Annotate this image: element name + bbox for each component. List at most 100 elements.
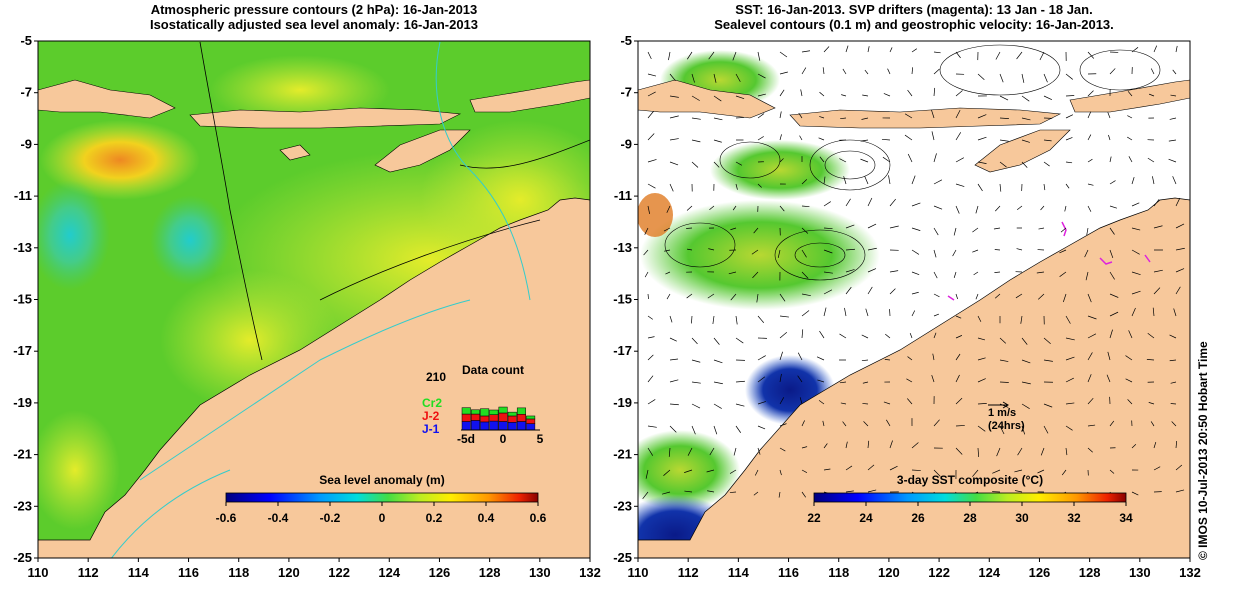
imos-credit: © IMOS 10-Jul-2013 20:50 Hobart Time <box>1196 341 1210 560</box>
velocity-arrow <box>799 135 803 141</box>
velocity-arrow <box>779 423 787 427</box>
left-lat-tick-label: -21 <box>13 447 32 462</box>
velocity-arrow <box>735 95 745 100</box>
velocity-arrow <box>842 68 847 75</box>
velocity-arrow <box>1109 180 1116 185</box>
velocity-arrow <box>889 288 896 295</box>
velocity-arrow <box>1061 469 1067 476</box>
velocity-arrow <box>647 293 649 300</box>
right-lat-tick-label: -19 <box>613 395 632 410</box>
velocity-arrow <box>1087 315 1097 320</box>
velocity-arrow <box>1065 315 1071 324</box>
velocity-arrow <box>801 205 810 208</box>
velocity-arrow <box>757 73 766 79</box>
velocity-arrow <box>1059 249 1067 254</box>
left-cbar-tick-label: 0.6 <box>530 511 547 525</box>
velocity-arrow <box>669 73 676 81</box>
velocity-arrow <box>823 443 828 449</box>
velocity-arrow <box>1146 359 1155 361</box>
velocity-arrow <box>1131 249 1140 255</box>
velocity-arrow <box>735 380 745 383</box>
velocity-arrow <box>955 397 963 405</box>
velocity-arrow <box>1016 51 1023 60</box>
velocity-arrow <box>931 375 935 383</box>
velocity-arrow <box>1087 158 1093 163</box>
velocity-arrow <box>647 399 656 405</box>
velocity-arrow <box>709 447 715 456</box>
velocity-arrow <box>735 183 738 190</box>
velocity-arrow <box>708 51 715 60</box>
velocity-arrow <box>777 249 781 258</box>
velocity-arrow <box>1059 271 1067 277</box>
velocity-arrow <box>691 161 699 168</box>
velocity-arrow <box>972 469 979 477</box>
velocity-arrow <box>953 227 957 236</box>
velocity-arrow <box>1109 329 1113 339</box>
velocity-arrow <box>1087 51 1095 59</box>
velocity-arrow <box>1175 464 1183 471</box>
velocity-arrow <box>907 153 913 163</box>
velocity-arrow <box>911 249 920 255</box>
left-lat-tick-label: -9 <box>20 136 32 151</box>
velocity-arrow <box>647 159 657 163</box>
velocity-arrow <box>1043 73 1048 83</box>
right-lat-tick-label: -11 <box>614 188 632 203</box>
land-wetar-babar-r <box>1069 79 1190 113</box>
data-count-bar-cr2 <box>516 407 526 415</box>
velocity-arrow <box>823 227 833 230</box>
right-cbar-tick-label: 30 <box>1015 511 1029 525</box>
velocity-arrow <box>713 425 718 435</box>
velocity-arrow <box>669 161 679 166</box>
velocity-arrow <box>933 68 940 75</box>
land-australia <box>38 197 590 558</box>
velocity-arrow <box>1109 249 1114 259</box>
bathy-contour-3 <box>110 469 231 558</box>
velocity-arrow <box>992 469 1001 474</box>
velocity-arrow <box>861 117 869 120</box>
svp-drifters <box>947 221 1151 301</box>
velocity-arrow <box>864 175 869 185</box>
right-lon-tick-label: 124 <box>978 565 1000 580</box>
velocity-arrow <box>779 71 788 75</box>
data-count-bars <box>461 406 536 431</box>
velocity-arrow <box>977 402 987 405</box>
velocity-arrow <box>862 403 869 405</box>
right-lat-tick-label: -15 <box>613 292 632 307</box>
velocity-arrow <box>955 293 958 300</box>
velocity-arrow <box>1016 205 1023 211</box>
velocity-arrow <box>665 271 671 275</box>
velocity-arrow <box>801 491 807 498</box>
velocity-arrow <box>801 271 809 279</box>
velocity-arrow <box>933 87 936 97</box>
velocity-arrow <box>1168 158 1177 163</box>
velocity-arrow <box>955 335 963 339</box>
data-count-bar-j2 <box>516 414 526 422</box>
velocity-arrow <box>691 73 695 83</box>
velocity-arrow <box>1170 94 1177 97</box>
right-lon-tick-label: 128 <box>1079 565 1101 580</box>
land-wetar-babar <box>469 79 590 113</box>
velocity-arrow <box>883 401 891 405</box>
velocity-arrow <box>707 490 715 493</box>
left-title-line-2: Isostatically adjusted sea level anomaly… <box>149 17 479 32</box>
velocity-arrow <box>1087 352 1093 361</box>
velocity-arrow <box>1084 249 1089 258</box>
velocity-arrow <box>1127 136 1133 141</box>
velocity-arrow <box>839 381 847 384</box>
velocity-arrow <box>955 447 963 455</box>
left-lon-tick-label: 122 <box>328 565 350 580</box>
velocity-arrow <box>779 315 789 318</box>
velocity-arrow <box>845 248 855 251</box>
velocity-arrow <box>642 491 649 500</box>
velocity-arrow <box>1087 397 1094 405</box>
velocity-arrow <box>1087 293 1092 303</box>
velocity-arrow <box>911 291 919 295</box>
data-count-bar-j2 <box>526 418 536 424</box>
velocity-arrow <box>684 469 693 473</box>
velocity-arrow <box>845 286 852 295</box>
velocity-arrow <box>862 94 869 97</box>
velocity-arrow <box>933 179 943 185</box>
velocity-arrow <box>867 464 875 471</box>
velocity-arrow <box>801 420 805 427</box>
velocity-arrow <box>691 315 693 324</box>
